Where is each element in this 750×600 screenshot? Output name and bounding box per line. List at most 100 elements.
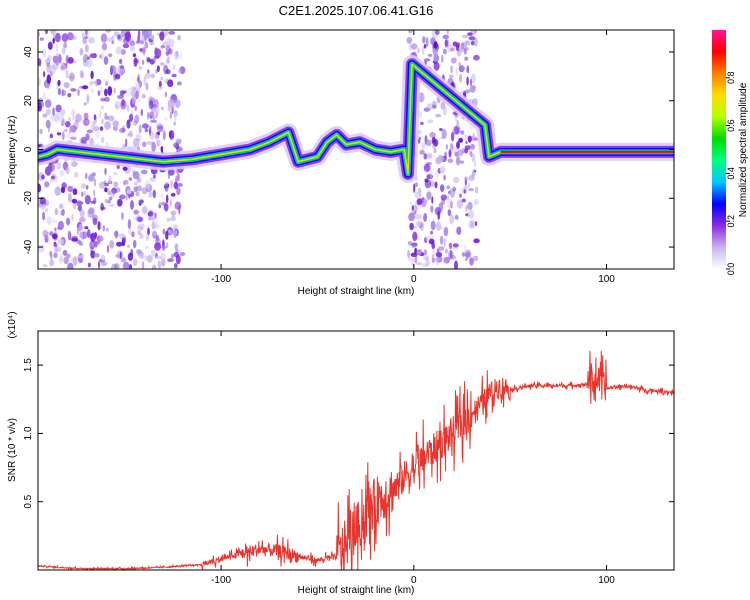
noise-blob xyxy=(168,31,176,35)
noise-blob xyxy=(406,36,413,44)
noise-blob xyxy=(79,217,86,223)
noise-blob xyxy=(174,263,178,269)
noise-blob xyxy=(461,252,466,257)
noise-blob xyxy=(464,148,468,154)
noise-blob xyxy=(162,228,166,235)
noise-blob xyxy=(463,186,469,189)
noise-blob xyxy=(156,65,160,73)
noise-blob xyxy=(81,30,85,37)
noise-blob xyxy=(121,212,124,221)
noise-blob xyxy=(42,264,48,268)
noise-blob xyxy=(116,199,121,207)
noise-blob xyxy=(151,141,156,152)
noise-blob xyxy=(468,188,475,192)
noise-blob xyxy=(128,130,134,138)
noise-blob xyxy=(414,247,418,255)
noise-blob xyxy=(70,161,78,168)
noise-blob xyxy=(100,202,104,211)
noise-blob xyxy=(42,48,46,58)
noise-blob xyxy=(105,30,111,33)
noise-blob xyxy=(464,176,467,186)
noise-blob xyxy=(84,35,89,39)
noise-blob xyxy=(71,214,74,222)
noise-blob xyxy=(447,43,453,53)
noise-blob xyxy=(473,198,479,206)
noise-blob xyxy=(67,192,72,203)
noise-blob xyxy=(464,257,468,261)
noise-blob xyxy=(165,194,169,204)
noise-blob xyxy=(39,128,43,135)
noise-blob xyxy=(104,96,110,103)
noise-blob xyxy=(459,73,463,83)
noise-blob xyxy=(423,213,428,222)
noise-blob xyxy=(47,84,50,89)
noise-blob xyxy=(79,209,85,218)
noise-blob xyxy=(88,174,95,182)
noise-blob xyxy=(435,221,442,231)
noise-blob xyxy=(416,220,422,228)
noise-blob xyxy=(160,145,164,154)
noise-blob xyxy=(102,225,106,232)
noise-blob xyxy=(128,264,133,269)
noise-blob xyxy=(176,187,181,196)
noise-blob xyxy=(60,109,66,116)
noise-blob xyxy=(90,232,96,243)
noise-blob xyxy=(419,150,425,155)
noise-blob xyxy=(137,230,141,235)
noise-blob xyxy=(160,252,166,261)
noise-blob xyxy=(465,89,471,94)
noise-blob xyxy=(450,131,455,142)
noise-blob xyxy=(61,131,65,141)
noise-blob xyxy=(152,264,157,269)
noise-blob xyxy=(422,36,426,44)
noise-blob xyxy=(143,76,147,86)
noise-blob xyxy=(59,203,64,209)
noise-blob xyxy=(167,229,173,235)
noise-blob xyxy=(449,143,454,151)
noise-blob xyxy=(103,180,107,184)
noise-blob xyxy=(150,103,157,113)
noise-blob xyxy=(449,250,452,259)
noise-blob xyxy=(84,119,91,125)
noise-blob xyxy=(175,50,179,58)
noise-blob xyxy=(147,209,154,218)
noise-blob xyxy=(461,198,466,203)
noise-blob xyxy=(82,190,87,197)
noise-blob xyxy=(426,103,434,110)
noise-blob xyxy=(455,66,458,76)
noise-blob xyxy=(119,194,126,200)
noise-blob xyxy=(415,262,423,266)
noise-blob xyxy=(149,115,153,120)
noise-blob xyxy=(111,40,115,45)
noise-blob xyxy=(113,181,119,188)
noise-blob xyxy=(86,58,93,68)
noise-blob xyxy=(82,85,89,90)
noise-blob xyxy=(106,245,110,253)
noise-blob xyxy=(67,57,74,64)
noise-blob xyxy=(467,210,475,219)
y-tick-label: 0.5 xyxy=(23,494,34,508)
y-tick-label: 0 xyxy=(23,146,34,152)
noise-blob xyxy=(167,105,171,112)
snr-series-line xyxy=(38,350,674,570)
noise-blob xyxy=(85,30,88,36)
noise-blob xyxy=(452,186,457,192)
noise-blob xyxy=(443,174,446,181)
noise-blob xyxy=(126,119,131,129)
noise-blob xyxy=(101,118,104,125)
snr-panel: -100 0 100 0.5 1.0 1.5 Height of straight lin… xyxy=(7,311,675,596)
noise-blob xyxy=(415,182,419,188)
noise-blob xyxy=(132,138,140,147)
noise-blob xyxy=(408,212,415,222)
noise-blob xyxy=(132,258,138,267)
y-tick-label: 20 xyxy=(23,95,34,107)
snr-ticks: -100 0 100 0.5 1.0 1.5 xyxy=(23,331,674,586)
noise-blob xyxy=(78,223,84,232)
noise-blob xyxy=(85,185,89,190)
colorbar-tick-label: 0.4 xyxy=(726,167,736,180)
noise-blob xyxy=(110,65,115,73)
noise-blob xyxy=(455,44,460,52)
noise-blob xyxy=(467,182,470,188)
noise-blob xyxy=(430,205,434,213)
noise-blob xyxy=(423,153,428,160)
